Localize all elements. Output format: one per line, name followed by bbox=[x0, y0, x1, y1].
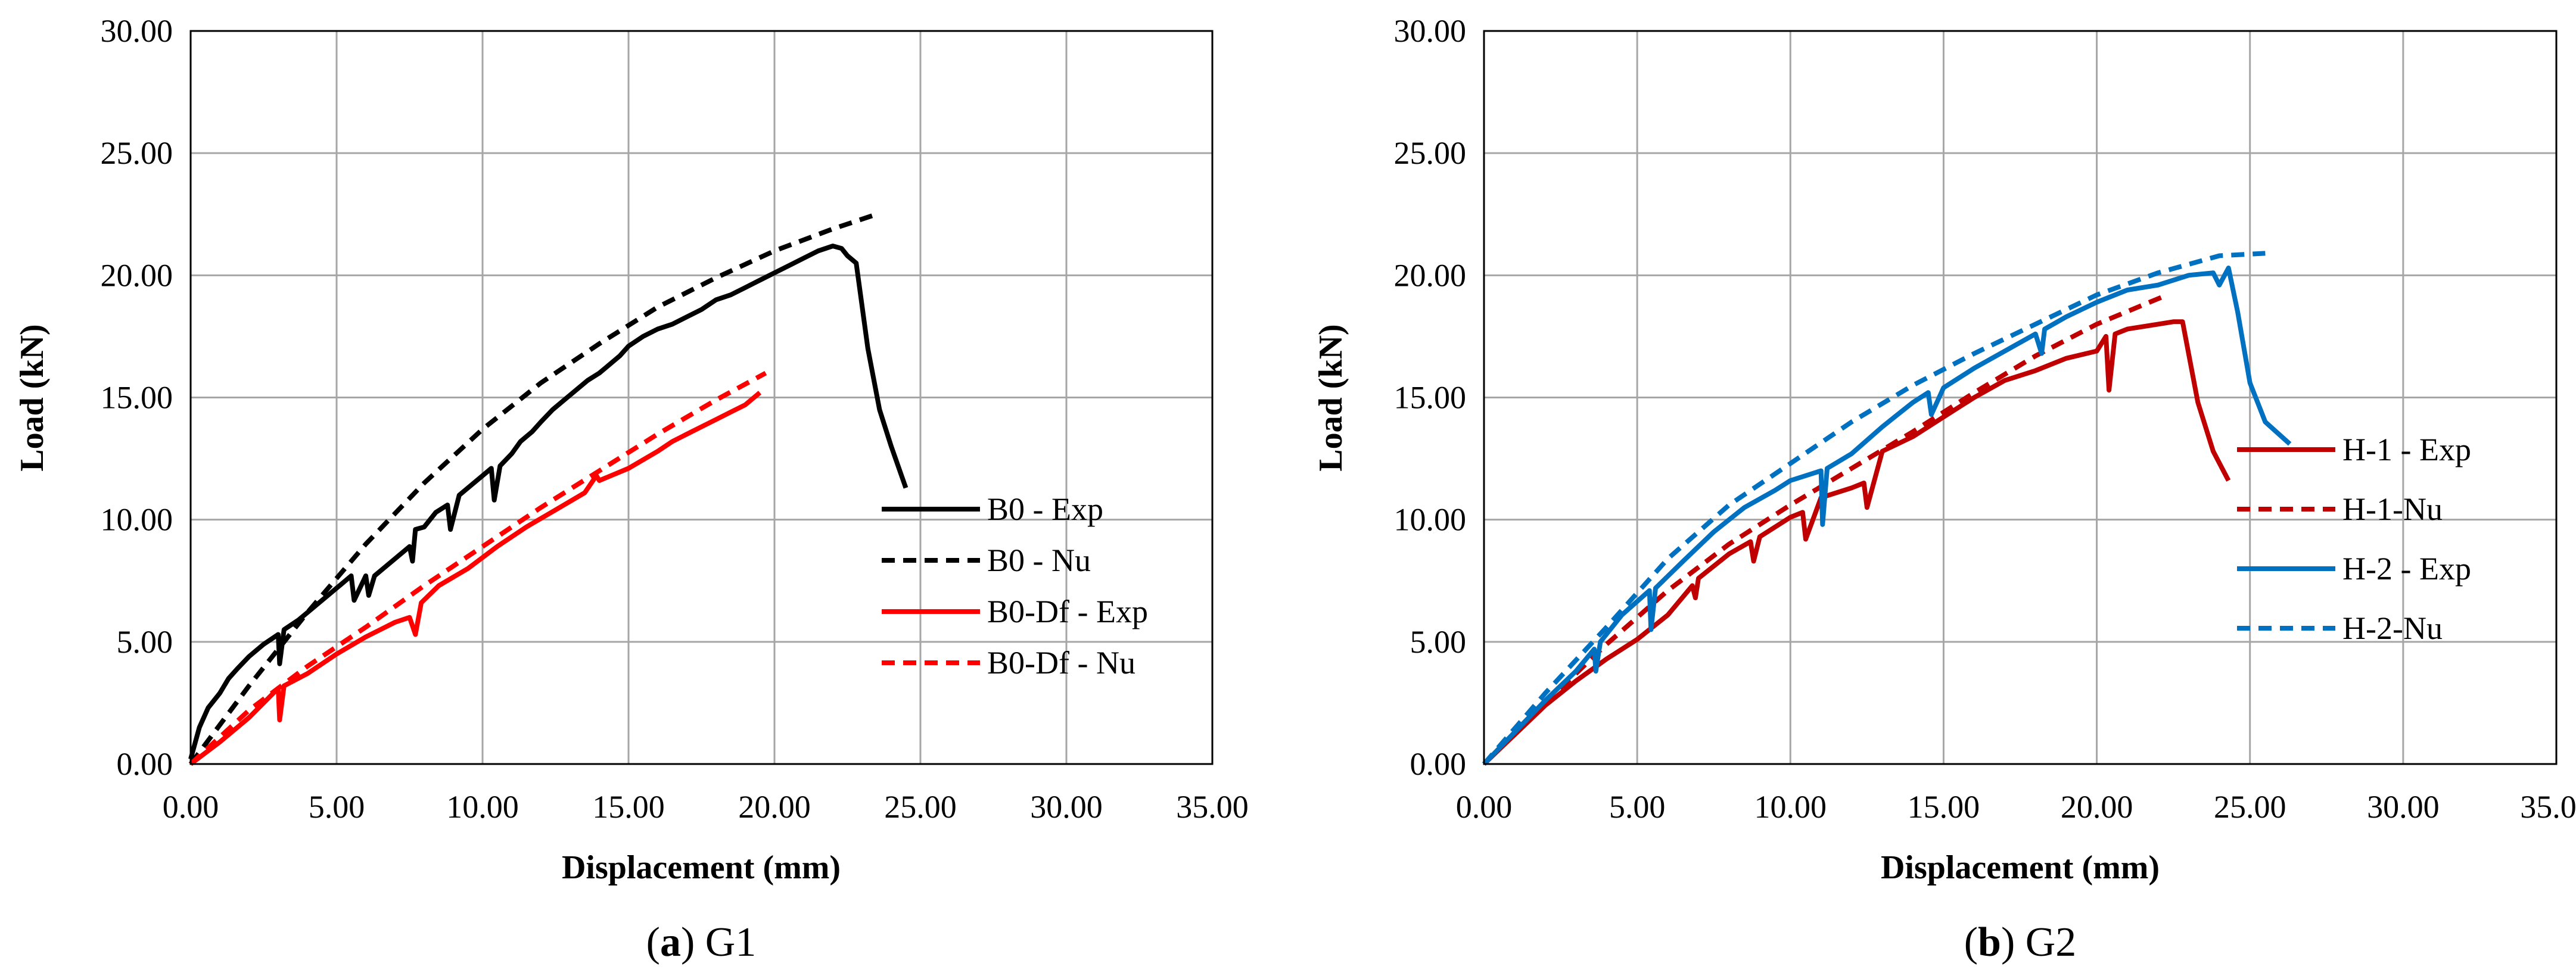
series-line-h-2-nu bbox=[1482, 251, 2266, 766]
caption: (b) G2 bbox=[1964, 919, 2077, 965]
x-axis-label: Displacement (mm) bbox=[1881, 849, 2160, 886]
x-tick-label: 5.00 bbox=[309, 789, 365, 825]
legend-label: H-1 - Exp bbox=[2342, 432, 2471, 467]
x-tick-label: 30.00 bbox=[1030, 789, 1103, 825]
chart-g2: 0.00 5.00 10.00 15.00 20.00 25.00 30.00 0.00 5.… bbox=[1312, 13, 2576, 965]
y-tick-label: 30.00 bbox=[101, 13, 173, 49]
x-tick-label: 10.00 bbox=[446, 789, 519, 825]
y-tick-labels: 0.00 5.00 10.00 15.00 20.00 25.00 30.00 bbox=[101, 13, 173, 782]
x-tick-label: 20.00 bbox=[738, 789, 811, 825]
series-line-b0-nu bbox=[188, 212, 878, 766]
series-line-h-2-exp bbox=[1482, 266, 2292, 766]
plot-border bbox=[189, 30, 1214, 765]
y-axis-label: Load (kN) bbox=[1312, 324, 1349, 471]
x-tick-label: 35.00 bbox=[2520, 789, 2576, 825]
caption-letter: a bbox=[660, 919, 681, 965]
caption-text: G1 bbox=[705, 919, 757, 965]
legend: H-1 - Exp H-1-Nu H-2 - Exp H-2-Nu bbox=[2237, 432, 2471, 646]
y-tick-label: 5.00 bbox=[1410, 624, 1467, 660]
y-tick-label: 5.00 bbox=[117, 624, 173, 660]
y-tick-label: 15.00 bbox=[101, 380, 173, 416]
x-tick-labels: 0.00 5.00 10.00 15.00 20.00 25.00 30.00 35.00 bbox=[1456, 789, 2576, 825]
y-tick-label: 20.00 bbox=[1394, 257, 1467, 293]
y-tick-label: 25.00 bbox=[1394, 135, 1467, 171]
x-tick-label: 15.00 bbox=[1908, 789, 1980, 825]
caption-letter: b bbox=[1978, 919, 2001, 965]
y-axis-label: Load (kN) bbox=[14, 324, 51, 471]
chart-g1: 0.00 5.00 10.00 15.00 20.00 25.00 30.00 0.00 5.… bbox=[14, 13, 1249, 965]
series-line-b0-df-nu bbox=[189, 370, 767, 766]
legend-label: B0-Df - Exp bbox=[987, 594, 1148, 629]
x-axis-label: Displacement (mm) bbox=[562, 849, 841, 886]
legend-label: B0 - Nu bbox=[987, 542, 1091, 578]
series-line-b0-df-exp bbox=[189, 391, 762, 766]
legend-label: B0-Df - Nu bbox=[987, 645, 1135, 681]
plot-border bbox=[1483, 30, 2558, 765]
y-tick-label: 25.00 bbox=[101, 135, 173, 171]
y-tick-label: 20.00 bbox=[101, 257, 173, 293]
series-line-h-1-exp bbox=[1482, 319, 2231, 766]
y-tick-label: 30.00 bbox=[1394, 13, 1467, 49]
x-tick-label: 15.00 bbox=[592, 789, 665, 825]
legend: B0 - Exp B0 - Nu B0-Df - Exp B0-Df - Nu bbox=[882, 491, 1148, 681]
y-tick-label: 10.00 bbox=[1394, 502, 1467, 538]
series-group bbox=[188, 212, 909, 766]
legend-label: H-2 - Exp bbox=[2342, 551, 2471, 587]
x-tick-label: 20.00 bbox=[2061, 789, 2133, 825]
x-tick-label: 25.00 bbox=[2214, 789, 2286, 825]
legend-label: B0 - Exp bbox=[987, 491, 1103, 527]
series-group bbox=[1482, 251, 2292, 766]
x-tick-label: 5.00 bbox=[1609, 789, 1666, 825]
x-tick-label: 30.00 bbox=[2367, 789, 2440, 825]
x-tick-label: 0.00 bbox=[163, 789, 219, 825]
x-tick-label: 25.00 bbox=[884, 789, 957, 825]
legend-label: H-2-Nu bbox=[2342, 610, 2443, 646]
x-tick-label: 0.00 bbox=[1456, 789, 1513, 825]
x-tick-labels: 0.00 5.00 10.00 15.00 20.00 25.00 30.00 35.00 bbox=[163, 789, 1249, 825]
y-tick-labels: 0.00 5.00 10.00 15.00 20.00 25.00 30.00 bbox=[1394, 13, 1467, 782]
legend-label: H-1-Nu bbox=[2342, 491, 2443, 527]
x-tick-label: 35.00 bbox=[1176, 789, 1249, 825]
caption-text: G2 bbox=[2026, 919, 2077, 965]
y-tick-label: 15.00 bbox=[1394, 380, 1467, 416]
y-tick-label: 10.00 bbox=[101, 502, 173, 538]
y-tick-label: 0.00 bbox=[1410, 746, 1467, 782]
x-tick-label: 10.00 bbox=[1754, 789, 1827, 825]
caption: (a) G1 bbox=[646, 919, 757, 965]
y-tick-label: 0.00 bbox=[117, 746, 173, 782]
